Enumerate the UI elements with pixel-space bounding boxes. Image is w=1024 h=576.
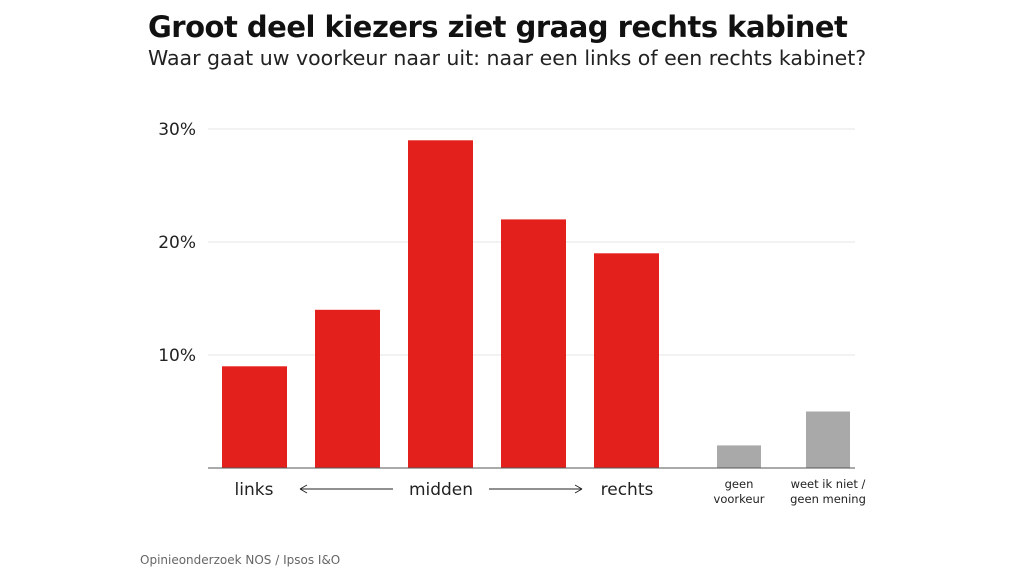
x-label-gray: geen bbox=[725, 477, 754, 491]
bar-6 bbox=[806, 411, 850, 468]
bar-2 bbox=[408, 140, 473, 469]
x-label-links: links bbox=[235, 480, 274, 500]
bar-0 bbox=[222, 366, 287, 468]
x-label-gray: voorkeur bbox=[714, 492, 765, 506]
y-tick-label: 30% bbox=[158, 120, 196, 140]
bar-3 bbox=[501, 219, 566, 468]
bar-1 bbox=[315, 309, 380, 468]
arrow-right-head bbox=[574, 484, 583, 494]
y-tick-label: 10% bbox=[158, 346, 196, 366]
x-label-rechts: rechts bbox=[601, 480, 654, 500]
source-note: Opinieonderzoek NOS / Ipsos I&O bbox=[140, 553, 341, 567]
y-tick-label: 20% bbox=[158, 233, 196, 253]
chart-subtitle: Waar gaat uw voorkeur naar uit: naar een… bbox=[148, 46, 867, 70]
bar-5 bbox=[717, 445, 761, 468]
x-label-midden: midden bbox=[409, 480, 473, 500]
arrow-left-head bbox=[299, 484, 308, 494]
x-label-gray: geen mening bbox=[790, 492, 866, 506]
x-label-gray: weet ik niet / bbox=[791, 477, 866, 491]
chart-title: Groot deel kiezers ziet graag rechts kab… bbox=[148, 10, 848, 44]
bar-4 bbox=[594, 253, 659, 468]
